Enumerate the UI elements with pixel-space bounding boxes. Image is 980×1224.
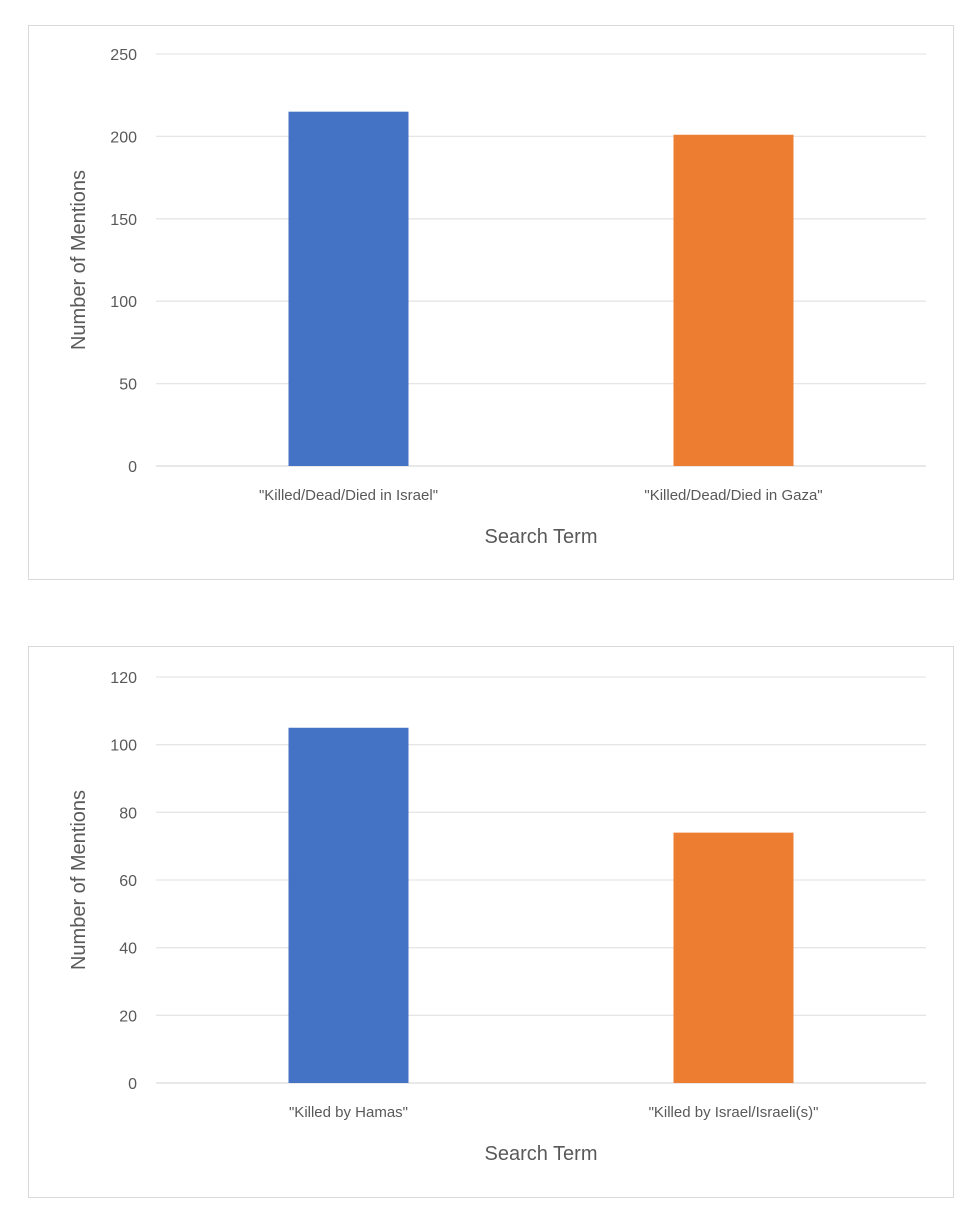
y-tick-label: 0: [128, 459, 137, 476]
y-tick-label: 40: [119, 941, 137, 958]
x-axis-title: Search Term: [484, 526, 597, 548]
x-tick-label: "Killed by Hamas": [289, 1104, 408, 1121]
chart-svg: 0 50 100 150 200 250 "Killed/Dead/Died in Isra…: [68, 47, 926, 548]
y-tick-label: 60: [119, 873, 137, 890]
y-tick-label: 80: [119, 805, 137, 822]
y-tick-label: 200: [110, 129, 137, 146]
y-axis-title: Number of Mentions: [68, 790, 90, 970]
x-tick-label: "Killed/Dead/Died in Gaza": [644, 487, 822, 504]
chart-1: 0 50 100 150 200 250 "Killed/Dead/Died in Isra…: [28, 25, 954, 580]
y-tick-label: 150: [110, 212, 137, 229]
y-tick-label: 0: [128, 1076, 137, 1093]
bar: [288, 111, 409, 467]
y-axis-title: Number of Mentions: [68, 170, 90, 350]
x-tick-label: "Killed/Dead/Died in Israel": [259, 487, 438, 504]
bar: [673, 832, 794, 1083]
bar: [673, 134, 794, 466]
x-tick-label: "Killed by Israel/Israeli(s)": [649, 1104, 819, 1121]
y-tick-label: 50: [119, 377, 137, 394]
y-tick-label: 120: [110, 670, 137, 687]
y-tick-label: 250: [110, 47, 137, 64]
y-tick-label: 20: [119, 1008, 137, 1025]
y-tick-label: 100: [110, 294, 137, 311]
chart-svg: 0 20 40 60 80 100 120 "Killed by Hamas" "Killed …: [68, 670, 926, 1165]
bar: [288, 727, 409, 1083]
y-tick-label: 100: [110, 738, 137, 755]
chart-2: 0 20 40 60 80 100 120 "Killed by Hamas" "Killed …: [28, 646, 954, 1198]
x-axis-title: Search Term: [484, 1143, 597, 1165]
